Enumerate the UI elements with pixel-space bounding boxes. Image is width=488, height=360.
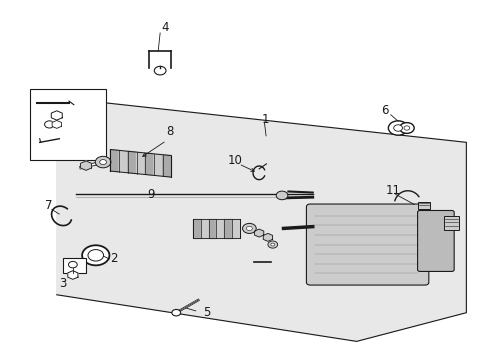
FancyBboxPatch shape xyxy=(306,204,428,285)
Polygon shape xyxy=(81,161,91,170)
Circle shape xyxy=(403,126,409,130)
Circle shape xyxy=(82,245,109,265)
Bar xyxy=(30,89,105,160)
Bar xyxy=(417,202,429,209)
Polygon shape xyxy=(119,150,127,173)
Polygon shape xyxy=(216,219,224,238)
Circle shape xyxy=(68,261,77,268)
Polygon shape xyxy=(263,233,272,241)
Polygon shape xyxy=(145,153,154,175)
Bar xyxy=(444,216,458,230)
Text: 2: 2 xyxy=(110,252,118,265)
Polygon shape xyxy=(154,154,163,176)
Polygon shape xyxy=(127,151,136,174)
Circle shape xyxy=(95,156,111,168)
Circle shape xyxy=(88,249,103,261)
Text: 6: 6 xyxy=(380,104,388,117)
Circle shape xyxy=(100,159,106,165)
Circle shape xyxy=(267,241,277,248)
Polygon shape xyxy=(110,149,119,172)
Polygon shape xyxy=(57,98,466,341)
Polygon shape xyxy=(136,152,145,174)
Text: 8: 8 xyxy=(166,125,174,138)
Circle shape xyxy=(242,224,256,233)
Text: 10: 10 xyxy=(227,154,242,167)
Polygon shape xyxy=(254,229,263,237)
Text: 9: 9 xyxy=(147,188,154,201)
Polygon shape xyxy=(201,219,208,238)
Circle shape xyxy=(276,191,287,200)
Circle shape xyxy=(399,123,413,134)
Circle shape xyxy=(270,243,274,246)
Text: 3: 3 xyxy=(59,278,66,291)
Text: 7: 7 xyxy=(44,199,52,212)
FancyBboxPatch shape xyxy=(417,211,453,271)
Polygon shape xyxy=(52,121,61,129)
Polygon shape xyxy=(68,271,78,279)
FancyBboxPatch shape xyxy=(63,258,85,273)
Polygon shape xyxy=(208,219,216,238)
Polygon shape xyxy=(193,219,201,238)
Polygon shape xyxy=(51,111,62,120)
Polygon shape xyxy=(163,154,171,177)
Circle shape xyxy=(171,310,180,316)
Circle shape xyxy=(393,125,402,131)
Polygon shape xyxy=(224,219,231,238)
Circle shape xyxy=(246,226,252,230)
Text: 11: 11 xyxy=(385,184,400,197)
Text: 1: 1 xyxy=(261,113,268,126)
Text: 5: 5 xyxy=(203,306,210,319)
Circle shape xyxy=(387,121,407,135)
Polygon shape xyxy=(231,219,239,238)
Text: 4: 4 xyxy=(161,21,169,34)
Circle shape xyxy=(44,121,54,128)
Circle shape xyxy=(154,66,165,75)
